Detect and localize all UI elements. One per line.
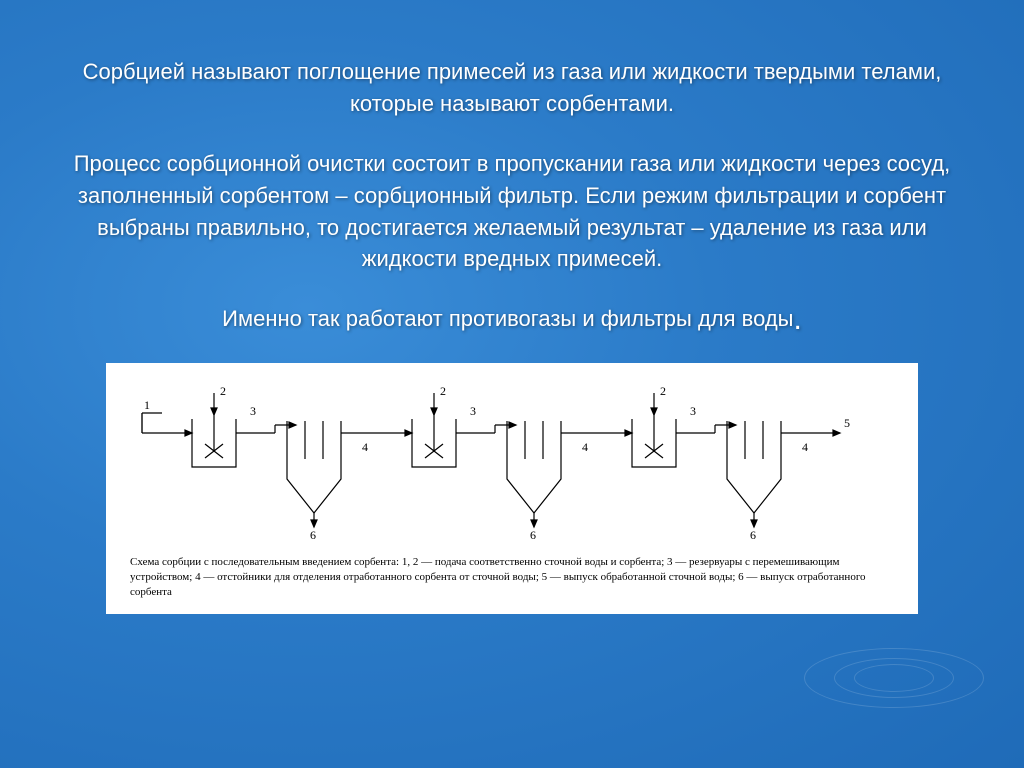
svg-text:4: 4 xyxy=(582,440,588,454)
svg-text:2: 2 xyxy=(440,384,446,398)
bg-ripple xyxy=(854,664,934,692)
svg-text:1: 1 xyxy=(144,398,150,412)
svg-text:6: 6 xyxy=(310,528,316,541)
paragraph-3: Именно так работают противогазы и фильтр… xyxy=(48,303,976,335)
diagram-container: 1 2 3 4 6 2 3 4 6 2 3 4 6 5 Схема сорбции с последова… xyxy=(106,363,918,614)
diagram-caption: Схема сорбции с последовательным введени… xyxy=(124,555,900,600)
paragraph-1: Сорбцией называют поглощение примесей из… xyxy=(48,56,976,120)
paragraph-2: Процесс сорбционной очистки состоит в пр… xyxy=(48,148,976,276)
svg-text:2: 2 xyxy=(220,384,226,398)
svg-text:3: 3 xyxy=(690,404,696,418)
svg-text:2: 2 xyxy=(660,384,666,398)
svg-text:3: 3 xyxy=(470,404,476,418)
svg-text:6: 6 xyxy=(750,528,756,541)
paragraph-3-text: Именно так работают противогазы и фильтр… xyxy=(222,306,793,331)
svg-text:4: 4 xyxy=(362,440,368,454)
svg-text:4: 4 xyxy=(802,440,808,454)
svg-text:6: 6 xyxy=(530,528,536,541)
svg-text:5: 5 xyxy=(844,416,850,430)
svg-text:3: 3 xyxy=(250,404,256,418)
terminal-dot: . xyxy=(794,304,802,337)
sorption-diagram: 1 2 3 4 6 2 3 4 6 2 3 4 6 5 xyxy=(124,381,900,541)
slide-content: Сорбцией называют поглощение примесей из… xyxy=(0,0,1024,614)
